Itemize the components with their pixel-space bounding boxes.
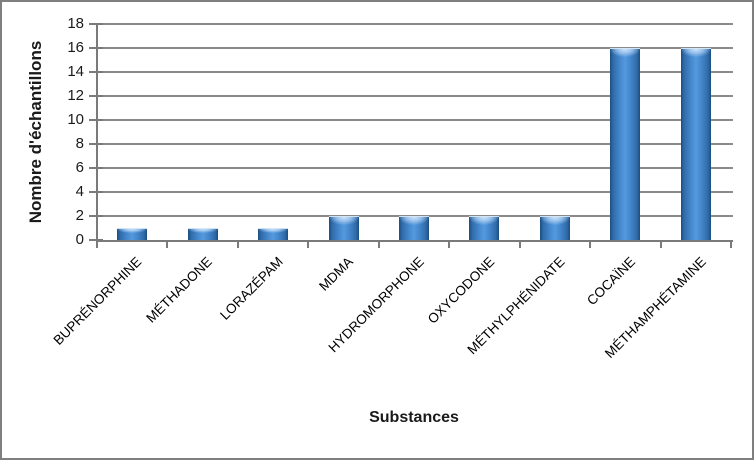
y-tick-mark — [89, 215, 103, 217]
x-axis-title: Substances — [369, 409, 459, 426]
category-label: MDMA — [316, 254, 357, 294]
y-tick-label: 0 — [75, 231, 84, 248]
category-label: OXYCODONE — [424, 254, 498, 327]
y-tick-label: 2 — [75, 207, 84, 224]
y-tick-label: 12 — [67, 87, 84, 104]
bar-highlight — [469, 216, 500, 227]
y-tick-label: 4 — [75, 183, 84, 200]
y-tick-label: 6 — [75, 159, 84, 176]
bar-highlight — [117, 228, 148, 234]
gridline — [97, 167, 733, 169]
gridline — [97, 95, 733, 97]
bar — [610, 48, 641, 240]
gridline — [97, 191, 733, 193]
y-tick-mark — [89, 191, 103, 193]
y-tick-mark — [89, 119, 103, 121]
x-axis-line — [96, 240, 733, 242]
y-tick-mark — [89, 71, 103, 73]
bar-highlight — [328, 216, 359, 227]
gridline — [97, 71, 733, 73]
y-tick-label: 16 — [67, 39, 84, 56]
bar-highlight — [680, 48, 711, 59]
y-tick-label: 8 — [75, 135, 84, 152]
y-tick-mark — [89, 143, 103, 145]
y-tick-mark — [89, 95, 103, 97]
x-tick-mark — [236, 240, 239, 248]
bar — [680, 48, 711, 240]
x-tick-mark — [307, 240, 310, 248]
x-tick-mark — [448, 240, 451, 248]
bar-highlight — [399, 216, 429, 227]
gridline — [97, 143, 733, 145]
bar — [258, 228, 289, 240]
bar — [539, 216, 570, 240]
x-tick-mark — [96, 240, 98, 248]
gridline — [97, 119, 733, 121]
bar — [117, 228, 148, 240]
x-tick-mark — [730, 240, 732, 248]
bar-highlight — [187, 228, 218, 234]
category-label: LORAZÉPAM — [216, 254, 286, 323]
bar-highlight — [539, 216, 570, 227]
bar — [328, 216, 359, 240]
y-tick-label: 10 — [67, 111, 84, 128]
y-tick-mark — [89, 47, 103, 49]
y-tick-mark — [89, 167, 103, 169]
x-tick-mark — [166, 240, 169, 248]
x-tick-mark — [659, 240, 662, 248]
category-label: MÉTHADONE — [143, 254, 216, 326]
y-tick-label: 18 — [67, 15, 84, 32]
bar-highlight — [610, 48, 641, 59]
gridline — [97, 23, 733, 25]
y-tick-label: 14 — [67, 63, 84, 80]
x-tick-mark — [377, 240, 380, 248]
category-label: COCAÏNE — [583, 254, 638, 309]
x-tick-mark — [589, 240, 592, 248]
bar-highlight — [258, 228, 289, 234]
bar — [469, 216, 500, 240]
y-axis-line — [96, 24, 98, 242]
category-label: BUPRÉNORPHINE — [50, 254, 145, 348]
bar — [187, 228, 218, 240]
x-tick-mark — [518, 240, 521, 248]
bar — [399, 216, 429, 240]
gridline — [97, 47, 733, 49]
y-tick-mark — [89, 23, 103, 25]
